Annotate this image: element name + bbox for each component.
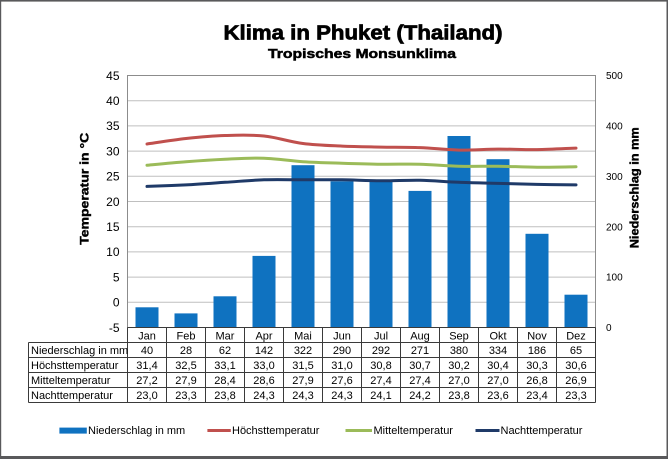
svg-text:35: 35 <box>106 119 120 133</box>
svg-text:27,4: 27,4 <box>370 375 391 387</box>
svg-text:25: 25 <box>106 170 120 184</box>
svg-text:15: 15 <box>106 220 120 234</box>
svg-text:23,3: 23,3 <box>175 390 196 402</box>
svg-text:400: 400 <box>606 122 623 133</box>
svg-text:Mai: Mai <box>294 331 312 343</box>
svg-text:Klima in Phuket (Thailand): Klima in Phuket (Thailand) <box>224 23 503 45</box>
svg-text:27,9: 27,9 <box>175 375 196 387</box>
svg-text:Nov: Nov <box>527 331 547 343</box>
svg-text:0: 0 <box>113 296 120 310</box>
svg-text:31,5: 31,5 <box>292 360 313 372</box>
svg-text:Mar: Mar <box>216 331 235 343</box>
svg-text:27,6: 27,6 <box>331 375 352 387</box>
svg-text:23,4: 23,4 <box>526 390 547 402</box>
svg-text:28,4: 28,4 <box>214 375 235 387</box>
svg-text:30,6: 30,6 <box>565 360 586 372</box>
svg-text:30,2: 30,2 <box>448 360 469 372</box>
svg-text:26,8: 26,8 <box>526 375 547 387</box>
svg-text:100: 100 <box>606 273 623 284</box>
svg-text:142: 142 <box>255 345 273 357</box>
svg-text:27,4: 27,4 <box>409 375 430 387</box>
svg-text:24,2: 24,2 <box>409 390 430 402</box>
svg-text:0: 0 <box>606 323 612 334</box>
svg-text:Sep: Sep <box>449 331 469 343</box>
svg-text:24,1: 24,1 <box>370 390 391 402</box>
svg-text:30: 30 <box>106 144 120 158</box>
svg-text:Feb: Feb <box>177 331 196 343</box>
svg-text:28,6: 28,6 <box>253 375 274 387</box>
svg-text:Apr: Apr <box>255 331 272 343</box>
svg-text:Dez: Dez <box>566 331 586 343</box>
svg-text:292: 292 <box>372 345 390 357</box>
svg-text:Mitteltemperatur: Mitteltemperatur <box>31 375 111 387</box>
svg-text:Niederschlag in mm: Niederschlag in mm <box>31 345 128 357</box>
svg-text:23,8: 23,8 <box>214 390 235 402</box>
svg-text:-5: -5 <box>109 321 120 335</box>
svg-text:186: 186 <box>528 345 546 357</box>
svg-text:62: 62 <box>219 345 231 357</box>
svg-text:32,5: 32,5 <box>175 360 196 372</box>
svg-text:27,0: 27,0 <box>448 375 469 387</box>
svg-text:23,8: 23,8 <box>448 390 469 402</box>
svg-text:5: 5 <box>113 270 120 284</box>
svg-text:Nachttemperatur: Nachttemperatur <box>31 390 113 402</box>
svg-text:23,3: 23,3 <box>565 390 586 402</box>
svg-text:33,0: 33,0 <box>253 360 274 372</box>
svg-text:Okt: Okt <box>489 331 506 343</box>
svg-text:290: 290 <box>333 345 351 357</box>
svg-text:334: 334 <box>489 345 507 357</box>
svg-text:30,4: 30,4 <box>487 360 508 372</box>
svg-text:Höchsttemperatur: Höchsttemperatur <box>31 360 119 372</box>
svg-text:28: 28 <box>180 345 192 357</box>
svg-text:24,3: 24,3 <box>331 390 352 402</box>
svg-text:300: 300 <box>606 172 623 183</box>
svg-text:380: 380 <box>450 345 468 357</box>
svg-text:27,0: 27,0 <box>487 375 508 387</box>
svg-text:Tropisches Monsunklima: Tropisches Monsunklima <box>268 46 457 61</box>
svg-text:500: 500 <box>606 71 623 82</box>
svg-text:33,1: 33,1 <box>214 360 235 372</box>
svg-text:271: 271 <box>411 345 429 357</box>
svg-text:200: 200 <box>606 222 623 233</box>
svg-text:Niederschlag in mm: Niederschlag in mm <box>88 425 185 437</box>
svg-text:27,2: 27,2 <box>136 375 157 387</box>
svg-text:40: 40 <box>106 94 120 108</box>
svg-text:Nachttemperatur: Nachttemperatur <box>501 425 583 437</box>
svg-text:31,0: 31,0 <box>331 360 352 372</box>
svg-text:40: 40 <box>141 345 153 357</box>
svg-text:30,8: 30,8 <box>370 360 391 372</box>
svg-text:24,3: 24,3 <box>292 390 313 402</box>
svg-text:45: 45 <box>106 69 120 83</box>
svg-text:23,0: 23,0 <box>136 390 157 402</box>
svg-text:Temperatur in °C: Temperatur in °C <box>78 132 92 244</box>
svg-text:31,4: 31,4 <box>136 360 157 372</box>
svg-text:30,3: 30,3 <box>526 360 547 372</box>
svg-text:Aug: Aug <box>410 331 430 343</box>
svg-text:65: 65 <box>570 345 582 357</box>
svg-text:10: 10 <box>106 245 120 259</box>
svg-text:Jan: Jan <box>138 331 156 343</box>
svg-text:24,3: 24,3 <box>253 390 274 402</box>
svg-text:23,6: 23,6 <box>487 390 508 402</box>
svg-text:26,9: 26,9 <box>565 375 586 387</box>
svg-text:322: 322 <box>294 345 312 357</box>
svg-text:Niederschlag in mm: Niederschlag in mm <box>628 127 642 248</box>
svg-text:Jul: Jul <box>374 331 388 343</box>
svg-text:20: 20 <box>106 195 120 209</box>
svg-text:Jun: Jun <box>333 331 351 343</box>
svg-text:27,9: 27,9 <box>292 375 313 387</box>
svg-text:Mitteltemperatur: Mitteltemperatur <box>374 425 454 437</box>
svg-text:30,7: 30,7 <box>409 360 430 372</box>
svg-text:Höchsttemperatur: Höchsttemperatur <box>232 425 320 437</box>
